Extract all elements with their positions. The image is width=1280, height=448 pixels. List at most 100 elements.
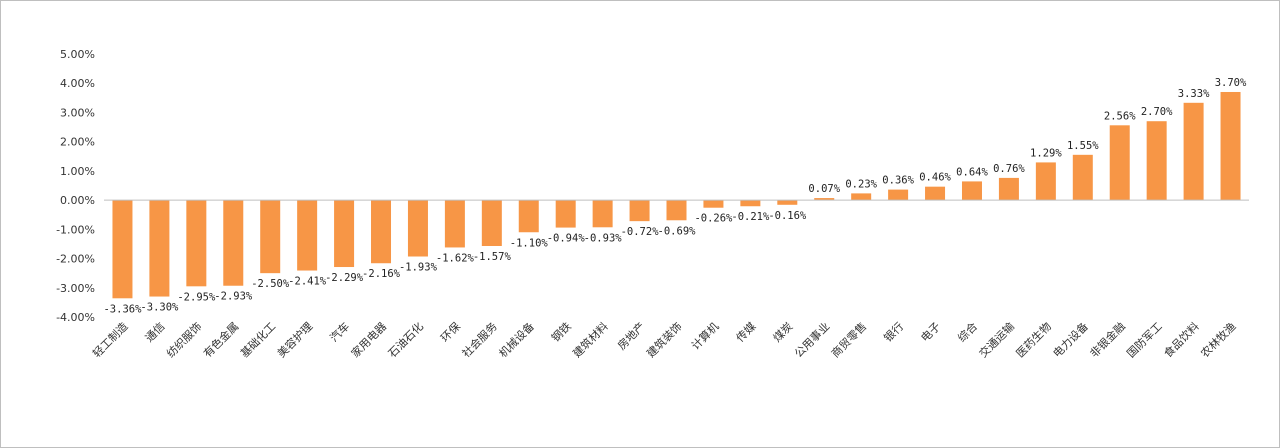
data-label: -3.30% <box>140 302 179 314</box>
category-label: 通信 <box>143 320 168 345</box>
category-label: 轻工制造 <box>90 319 131 360</box>
bar <box>888 189 909 201</box>
bar <box>1220 91 1241 201</box>
bar <box>592 200 613 228</box>
bar <box>777 200 798 205</box>
data-label: -2.29% <box>325 272 364 284</box>
category-label: 国防军工 <box>1124 319 1165 360</box>
category-label: 环保 <box>438 319 463 344</box>
data-labels: -3.36%-3.30%-2.95%-2.93%-2.50%-2.41%-2.2… <box>103 77 1247 315</box>
category-label: 建筑装饰 <box>644 319 685 360</box>
y-tick-label: -2.00% <box>56 253 95 266</box>
category-label: 机械设备 <box>496 319 537 360</box>
bar <box>1183 102 1204 201</box>
bar <box>1072 154 1093 201</box>
category-label: 有色金属 <box>200 319 241 360</box>
bar <box>1109 125 1130 201</box>
bar <box>555 200 576 228</box>
category-label: 公用事业 <box>792 320 832 360</box>
data-label: -2.50% <box>251 278 290 290</box>
bar <box>814 198 835 201</box>
bars <box>112 91 1241 299</box>
data-label: 2.70% <box>1141 106 1173 118</box>
category-label: 美容护理 <box>274 319 315 360</box>
data-label: 1.55% <box>1067 140 1099 152</box>
y-tick-label: 1.00% <box>60 165 95 178</box>
bar <box>112 200 133 299</box>
bar <box>666 200 687 221</box>
category-label: 建筑材料 <box>570 319 611 360</box>
category-label: 电力设备 <box>1050 319 1091 360</box>
bar <box>223 200 244 286</box>
bar <box>334 200 355 268</box>
category-label: 电子 <box>918 320 943 345</box>
bar <box>961 181 982 201</box>
y-tick-label: 5.00% <box>60 48 95 61</box>
data-label: -1.57% <box>473 251 512 263</box>
bar <box>925 186 946 201</box>
y-tick-label: 4.00% <box>60 77 95 90</box>
bar <box>407 200 428 257</box>
y-tick-label: 0.00% <box>60 194 95 207</box>
data-label: -2.93% <box>214 291 253 303</box>
y-tick-label: 2.00% <box>60 136 95 149</box>
data-label: 0.23% <box>845 178 877 190</box>
bar <box>149 200 170 297</box>
bar <box>629 200 650 222</box>
category-label: 石油石化 <box>385 319 426 360</box>
data-label: -0.93% <box>584 232 623 244</box>
bar <box>371 200 392 264</box>
bar <box>481 200 502 246</box>
data-label: 1.29% <box>1030 147 1062 159</box>
data-label: -2.41% <box>288 276 327 288</box>
data-label: -0.69% <box>658 225 697 237</box>
category-label: 食品饮料 <box>1161 319 1202 360</box>
y-tick-label: -4.00% <box>56 311 95 324</box>
data-label: -2.95% <box>177 291 216 303</box>
bar <box>260 200 281 274</box>
category-label: 钢铁 <box>549 320 574 345</box>
y-tick-label: -1.00% <box>56 223 95 236</box>
category-label: 非银金融 <box>1087 319 1128 360</box>
bar <box>297 200 318 271</box>
bar <box>186 200 207 287</box>
data-label: -1.62% <box>436 252 475 264</box>
category-label: 商贸零售 <box>828 319 869 360</box>
category-label: 交通运输 <box>976 319 1017 360</box>
bar <box>1146 121 1167 201</box>
bar <box>998 177 1019 201</box>
category-label: 社会服务 <box>459 319 500 360</box>
category-label: 传媒 <box>734 320 759 345</box>
data-label: -0.72% <box>621 226 660 238</box>
category-label: 基础化工 <box>237 319 278 360</box>
data-label: 0.76% <box>993 163 1025 175</box>
data-label: -1.93% <box>399 262 438 274</box>
data-label: -0.94% <box>547 233 586 245</box>
data-label: -1.10% <box>510 237 549 249</box>
bar <box>703 200 724 208</box>
data-label: 0.64% <box>956 166 988 178</box>
bar <box>740 200 761 207</box>
data-label: 0.46% <box>919 172 951 184</box>
bar <box>851 193 872 201</box>
data-label: -0.16% <box>768 210 807 222</box>
category-label: 银行 <box>881 319 906 344</box>
bar <box>1035 162 1056 201</box>
bar <box>518 200 539 233</box>
data-label: 0.07% <box>808 183 840 195</box>
data-label: 0.36% <box>882 175 914 187</box>
category-label: 房地产 <box>614 319 647 352</box>
data-label: -2.16% <box>362 268 401 280</box>
category-label: 纺织服饰 <box>163 319 204 360</box>
y-axis-tick-labels: 5.00% 4.00% 3.00% 2.00% 1.00% 0.00% -1.00% -2.0… <box>56 48 95 324</box>
data-label: -0.21% <box>731 211 770 223</box>
y-tick-label: -3.00% <box>56 282 95 295</box>
category-label: 家用电器 <box>348 319 389 360</box>
data-label: 3.33% <box>1178 88 1210 100</box>
bar <box>444 200 465 248</box>
category-label: 汽车 <box>327 319 352 344</box>
y-tick-label: 3.00% <box>60 106 95 119</box>
